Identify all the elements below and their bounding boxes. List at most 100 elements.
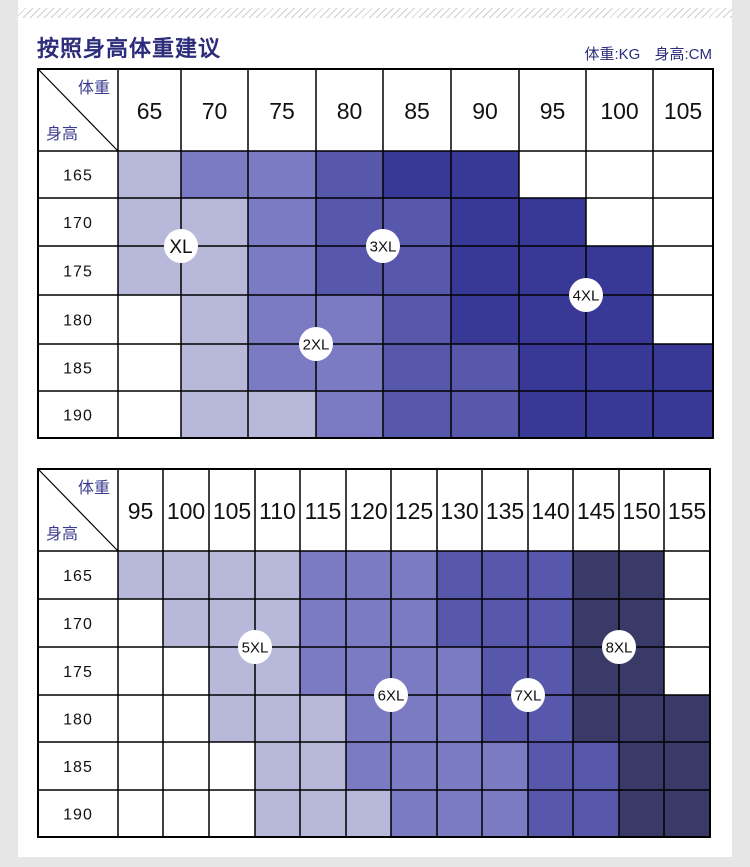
height-label: 165 [63, 568, 93, 585]
size-cell [519, 391, 586, 438]
size-cell [118, 551, 163, 599]
size-cell [664, 742, 710, 790]
size-cell [664, 647, 710, 695]
size-cell [619, 695, 664, 742]
size-cell [383, 295, 451, 344]
weight-header: 125 [395, 498, 433, 524]
corner-diagonal [37, 468, 119, 552]
size-cell [451, 198, 519, 246]
height-label: 180 [63, 712, 93, 729]
corner-height-label: 身高 [46, 124, 78, 143]
size-cell [118, 790, 163, 837]
size-cell [163, 790, 209, 837]
size-cell [391, 790, 437, 837]
size-badge-label: XL [169, 237, 192, 258]
size-cell [528, 742, 573, 790]
size-cell [482, 742, 528, 790]
weight-header: 100 [600, 98, 638, 124]
size-cell [316, 151, 383, 198]
size-cell [163, 551, 209, 599]
corner-height-label: 身高 [46, 524, 78, 543]
size-cell [653, 198, 713, 246]
size-cell [118, 647, 163, 695]
size-badge: 8XL [602, 630, 636, 664]
size-cell [300, 790, 346, 837]
size-cell [528, 599, 573, 647]
size-cell [391, 599, 437, 647]
height-label: 185 [63, 759, 93, 776]
size-cell [573, 551, 619, 599]
size-badge-label: 2XL [303, 336, 330, 353]
size-cell [248, 246, 316, 295]
weight-header: 115 [305, 498, 342, 524]
size-badge: 6XL [374, 678, 408, 712]
size-cell [437, 695, 482, 742]
size-cell [437, 742, 482, 790]
size-badge-circle [374, 678, 408, 712]
size-cell [619, 742, 664, 790]
size-cell [573, 695, 619, 742]
size-cell [573, 742, 619, 790]
weight-header: 110 [259, 498, 296, 524]
size-cell [118, 344, 181, 391]
weight-header: 70 [202, 98, 228, 124]
weight-header: 120 [349, 498, 387, 524]
weight-header: 95 [128, 498, 154, 524]
height-label: 175 [63, 264, 93, 281]
size-cell [255, 790, 300, 837]
height-label: 185 [63, 361, 93, 378]
weight-header: 130 [440, 498, 478, 524]
size-cell [451, 246, 519, 295]
size-badge-circle [569, 278, 603, 312]
size-cell [209, 742, 255, 790]
size-cell [383, 344, 451, 391]
size-cell [451, 151, 519, 198]
size-badge-circle [238, 630, 272, 664]
size-cell [118, 295, 181, 344]
size-cell [437, 551, 482, 599]
size-cell [664, 599, 710, 647]
size-cell [163, 599, 209, 647]
size-cell [664, 695, 710, 742]
weight-header: 100 [167, 498, 205, 524]
size-cell [300, 551, 346, 599]
weight-header: 105 [213, 498, 251, 524]
height-label: 190 [63, 408, 93, 425]
size-badge-label: 6XL [378, 687, 405, 704]
decorative-hatch-strip [18, 8, 732, 18]
size-cell [391, 742, 437, 790]
size-cell [383, 391, 451, 438]
size-badge: 7XL [511, 678, 545, 712]
height-label: 165 [63, 168, 93, 185]
size-cell [664, 790, 710, 837]
size-cell [391, 551, 437, 599]
weight-header: 140 [531, 498, 569, 524]
size-cell [451, 391, 519, 438]
size-cell [346, 599, 391, 647]
height-label: 180 [63, 313, 93, 330]
size-cell [653, 151, 713, 198]
size-cell [346, 790, 391, 837]
size-cell [573, 790, 619, 837]
size-table-1: 体重 身高 65 70 75 80 85 90 95 100 105 165 170 175 180 185 1… [37, 68, 714, 439]
size-badge: XL [164, 229, 198, 263]
size-cell [163, 742, 209, 790]
size-cell [163, 647, 209, 695]
weight-header: 155 [668, 498, 706, 524]
size-cell [346, 742, 391, 790]
size-cell [163, 695, 209, 742]
size-cell [519, 151, 586, 198]
size-cell [316, 391, 383, 438]
size-cell [528, 790, 573, 837]
weight-header: 85 [404, 98, 430, 124]
size-cell [528, 551, 573, 599]
size-cell [619, 790, 664, 837]
size-cell [118, 391, 181, 438]
size-cell [482, 790, 528, 837]
size-cell [248, 151, 316, 198]
size-cell [118, 151, 181, 198]
corner-diagonal [37, 68, 119, 152]
height-label: 190 [63, 807, 93, 824]
